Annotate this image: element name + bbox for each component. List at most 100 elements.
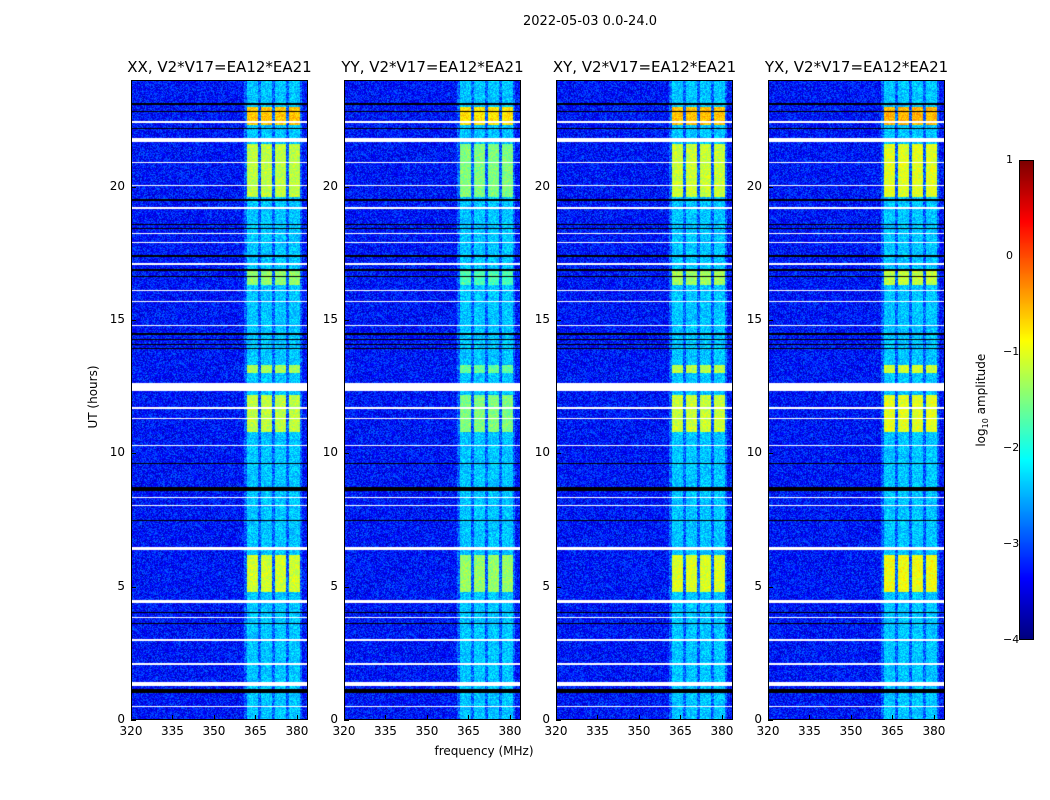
x-tick-mark (509, 715, 511, 720)
x-tick-mark (556, 715, 557, 720)
y-tick-label: 10 (322, 445, 338, 460)
colorbar-tick-label: −4 (1003, 633, 1020, 646)
y-axis-label: UT (hours) (86, 365, 100, 429)
x-tick-mark (426, 715, 428, 720)
heatmap-panel-4: YX, V2*V17=EA12*EA21 320 335 350 365 380 0 5 10 1… (747, 58, 948, 738)
y-tick-mark (556, 453, 561, 455)
y-tick-mark (768, 320, 773, 321)
x-tick-label: 365 (457, 724, 480, 738)
figure-title: 2022-05-03 0.0-24.0 (523, 14, 657, 29)
axes-frame (768, 80, 945, 720)
y-tick-mark (131, 586, 136, 588)
y-tick-mark (556, 720, 561, 721)
x-tick-mark (597, 715, 599, 720)
colorbar-tick-label: −3 (1003, 537, 1020, 550)
x-tick-label: 380 (710, 724, 734, 738)
x-tick-label: 380 (498, 724, 522, 738)
y-tick-label: 15 (322, 312, 338, 326)
x-tick-mark (721, 715, 723, 720)
y-tick-mark (556, 186, 561, 188)
y-tick-mark (556, 320, 561, 321)
x-tick-label: 350 (202, 724, 226, 738)
y-tick-label: 20 (322, 178, 338, 193)
x-tick-label: 380 (285, 724, 309, 738)
y-tick-label: 5 (754, 578, 762, 593)
x-tick-mark (213, 715, 215, 720)
y-tick-mark (131, 186, 136, 188)
y-tick-mark (344, 320, 349, 321)
y-tick-label: 15 (534, 312, 550, 326)
x-tick-mark (296, 715, 298, 720)
axes-frame (556, 80, 733, 720)
panel-title: YY, V2*V17=EA12*EA21 (341, 58, 524, 76)
colorbar-tick-label: −2 (1003, 441, 1020, 454)
colorbar-tick-label: 0 (1006, 249, 1013, 262)
x-tick-label: 320 (756, 724, 780, 738)
y-tick-mark (344, 586, 349, 588)
y-tick-mark (768, 453, 773, 455)
x-tick-mark (809, 715, 811, 720)
x-tick-label: 350 (839, 724, 863, 738)
x-tick-label: 320 (544, 724, 568, 738)
y-tick-mark (768, 586, 773, 588)
colorbar-label: log10 amplitude (973, 353, 991, 447)
x-tick-mark (933, 715, 935, 720)
x-tick-label: 320 (332, 724, 356, 738)
x-tick-label: 335 (374, 724, 397, 738)
heatmap-panel-3: XY, V2*V17=EA12*EA21 320 335 350 365 380 0 5 10 1… (535, 58, 736, 738)
x-tick-mark (131, 715, 132, 720)
x-tick-label: 365 (669, 724, 692, 738)
x-tick-mark (850, 715, 852, 720)
waterfall-image (768, 80, 945, 720)
x-tick-label: 365 (881, 724, 904, 738)
waterfall-image (344, 80, 521, 720)
y-tick-mark (556, 586, 561, 588)
axes-frame (344, 80, 521, 720)
y-tick-label: 5 (542, 578, 550, 593)
x-tick-label: 380 (922, 724, 946, 738)
y-tick-mark (131, 453, 136, 455)
y-tick-mark (131, 720, 136, 721)
y-tick-mark (768, 186, 773, 188)
y-tick-label: 20 (534, 178, 550, 193)
y-tick-label: 5 (330, 578, 338, 593)
y-tick-label: 15 (109, 312, 125, 326)
panel-title: YX, V2*V17=EA12*EA21 (764, 58, 949, 76)
x-axis-label: frequency (MHz) (434, 744, 534, 758)
y-tick-mark (768, 720, 773, 721)
y-tick-label: 0 (542, 712, 550, 726)
y-tick-label: 10 (746, 445, 762, 460)
y-tick-label: 20 (746, 178, 762, 193)
panel-title: XY, V2*V17=EA12*EA21 (552, 58, 737, 76)
y-tick-mark (344, 186, 349, 188)
x-tick-mark (468, 715, 470, 720)
x-tick-mark (172, 715, 174, 720)
x-tick-mark (385, 715, 387, 720)
heatmap-panel-2: YY, V2*V17=EA12*EA21 320 335 350 365 380 0 5 10 1… (323, 58, 524, 738)
y-tick-label: 10 (109, 445, 125, 460)
x-tick-label: 350 (415, 724, 439, 738)
y-tick-label: 0 (754, 712, 762, 726)
waterfall-image (131, 80, 308, 720)
x-tick-label: 350 (627, 724, 651, 738)
y-tick-mark (131, 320, 136, 321)
x-tick-label: 320 (119, 724, 143, 738)
y-tick-label: 15 (746, 312, 762, 326)
y-tick-label: 5 (117, 578, 125, 593)
x-tick-mark (680, 715, 682, 720)
x-tick-label: 335 (161, 724, 184, 738)
axes-frame (131, 80, 308, 720)
x-tick-mark (344, 715, 345, 720)
colorbar-tick-label: −1 (1003, 345, 1020, 358)
y-tick-label: 0 (117, 712, 125, 726)
heatmap-panel-1: XX, V2*V17=EA12*EA21 320 335 350 365 380 0 5 10 1… (110, 58, 312, 738)
y-tick-label: 10 (534, 445, 550, 460)
y-tick-label: 0 (330, 712, 338, 726)
waterfall-image (556, 80, 733, 720)
colorbar-tick-label: 1 (1006, 153, 1013, 166)
x-tick-mark (638, 715, 640, 720)
x-tick-label: 335 (586, 724, 609, 738)
y-tick-mark (344, 453, 349, 455)
colorbar (1019, 160, 1034, 640)
